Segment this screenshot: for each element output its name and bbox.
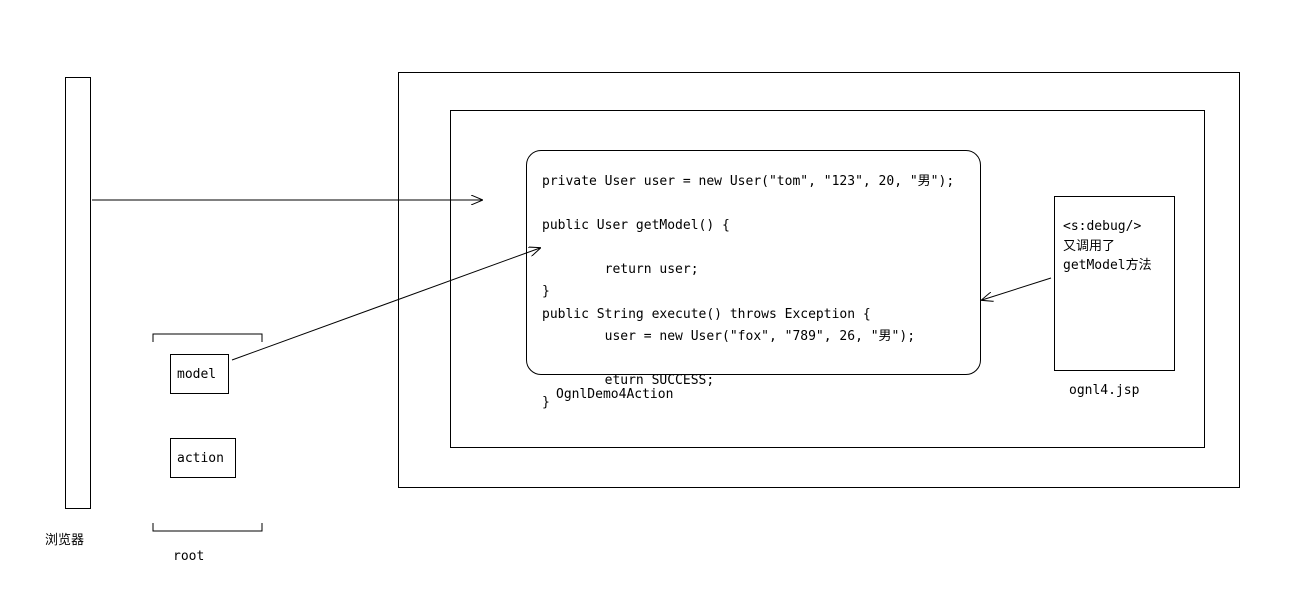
- browser-box: [65, 77, 91, 509]
- model-box: model: [170, 354, 229, 394]
- jsp-box: <s:debug/> 又调用了 getModel方法: [1054, 196, 1175, 371]
- code-box: private User user = new User("tom", "123…: [526, 150, 981, 375]
- action-label: action: [177, 451, 224, 466]
- action-box: action: [170, 438, 236, 478]
- root-label: root: [173, 549, 204, 564]
- jsp-box-label: ognl4.jsp: [1069, 383, 1139, 398]
- code-box-label: OgnlDemo4Action: [556, 387, 673, 402]
- model-label: model: [177, 367, 216, 382]
- browser-label: 浏览器: [45, 529, 84, 548]
